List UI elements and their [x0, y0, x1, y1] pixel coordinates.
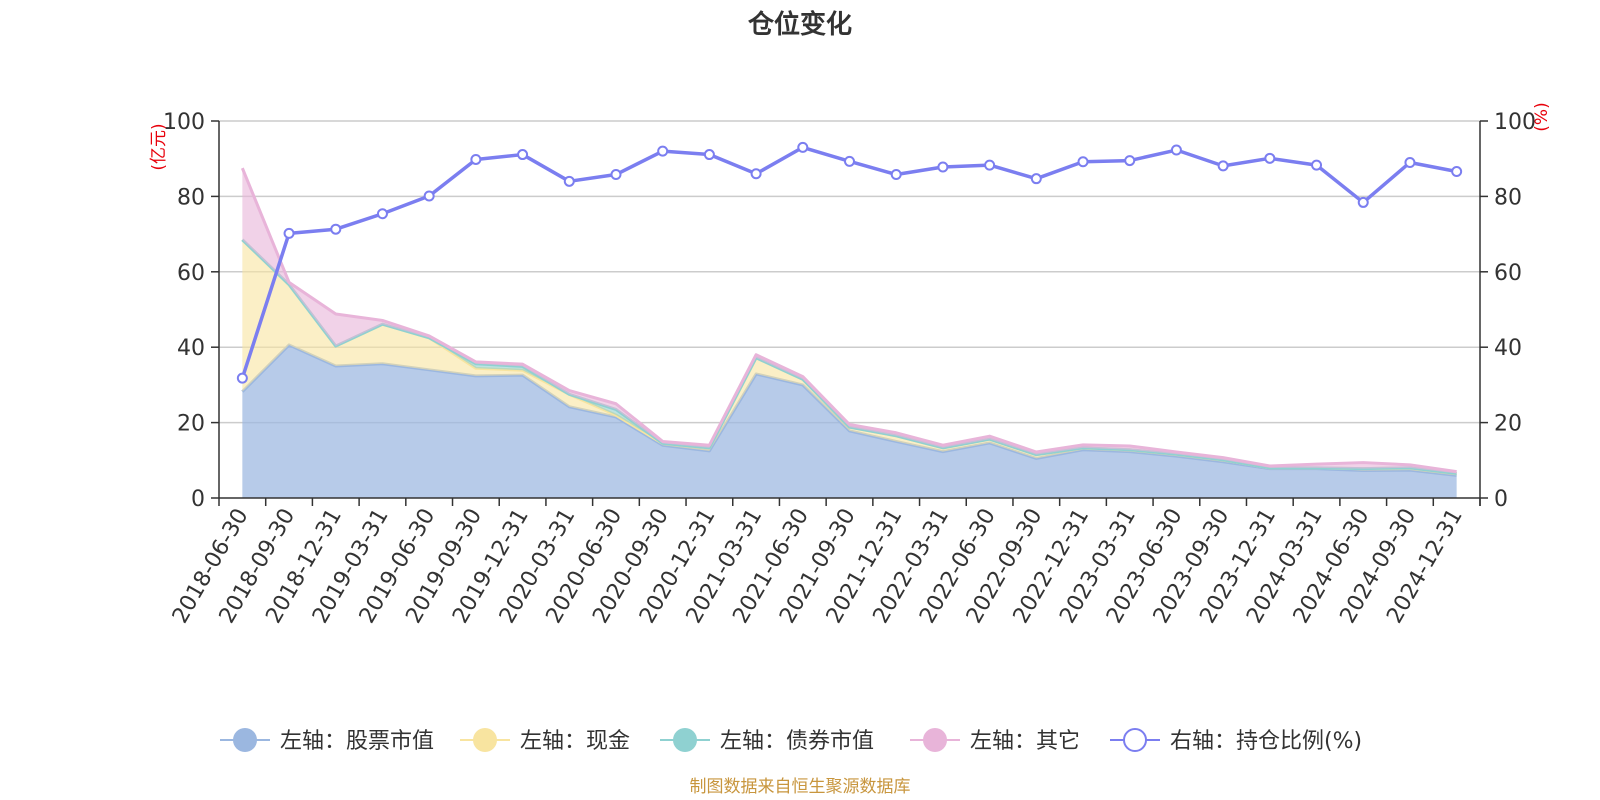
- left-axis-tick-label: 20: [177, 412, 205, 437]
- legend-marker-icon: [233, 728, 257, 752]
- right-axis-tick-label: 100: [1494, 110, 1536, 135]
- holding-ratio-point: [1404, 156, 1416, 168]
- right-axis-tick-label: 40: [1494, 336, 1522, 361]
- holding-ratio-point: [1170, 144, 1182, 156]
- holding-ratio-point: [1217, 160, 1229, 172]
- legend-item-2: 左轴：债券市值: [660, 728, 874, 754]
- left-axis-tick-label: 0: [191, 487, 205, 512]
- holding-ratio-point: [330, 223, 342, 235]
- holding-ratio-point: [376, 208, 388, 220]
- left-axis-tick-label: 80: [177, 185, 205, 210]
- holding-ratio-point: [1311, 159, 1323, 171]
- holding-ratio-point: [563, 175, 575, 187]
- legend-item-0: 左轴：股票市值: [220, 728, 434, 754]
- legend-label: 右轴：持仓比例(%): [1170, 729, 1362, 754]
- legend-label: 左轴：其它: [970, 729, 1080, 754]
- left-axis-tick-label: 100: [163, 110, 205, 135]
- legend-marker-icon: [473, 728, 497, 752]
- holding-ratio-point: [283, 227, 295, 239]
- area-line-3: [240, 167, 1457, 474]
- holding-ratio-point: [844, 155, 855, 167]
- holding-ratio-point: [610, 169, 622, 181]
- holding-ratio-point: [517, 149, 529, 161]
- legend-item-3: 左轴：其它: [910, 728, 1080, 754]
- holding-ratio-point: [470, 153, 482, 165]
- left-axis-tick-label: 60: [177, 261, 205, 286]
- holding-ratio-point: [797, 141, 809, 153]
- holding-ratio-point: [703, 149, 715, 161]
- right-axis-tick-label: 80: [1494, 185, 1522, 210]
- holding-ratio-point: [1077, 156, 1089, 168]
- holding-ratio-point: [1030, 173, 1042, 185]
- right-axis-tick-label: 20: [1494, 412, 1522, 437]
- holding-ratio-point: [890, 169, 902, 181]
- holding-ratio-point: [1451, 166, 1463, 178]
- holding-ratio-point: [750, 168, 762, 180]
- legend-marker-icon: [673, 728, 697, 752]
- legend-label: 左轴：股票市值: [280, 729, 434, 754]
- holding-ratio-point: [657, 145, 669, 157]
- holding-ratio-point: [1124, 155, 1136, 167]
- legend-label: 左轴：现金: [520, 729, 630, 754]
- holding-ratio-point: [937, 161, 949, 173]
- legend-item-4: 右轴：持仓比例(%): [1110, 728, 1362, 754]
- holding-ratio-point: [1264, 152, 1276, 164]
- legend-label: 左轴：债券市值: [720, 729, 874, 754]
- left-axis-unit: (亿元): [149, 123, 169, 170]
- right-axis-unit: (%): [1532, 102, 1552, 131]
- right-axis-tick-label: 0: [1494, 487, 1508, 512]
- holding-ratio-point: [423, 190, 435, 202]
- legend-marker-icon: [1123, 728, 1147, 752]
- right-axis-tick-label: 60: [1494, 261, 1522, 286]
- data-source-note: 制图数据来自恒生聚源数据库: [690, 777, 911, 797]
- holding-ratio-point: [984, 159, 996, 171]
- legend-item-1: 左轴：现金: [460, 728, 630, 754]
- holding-ratio-point: [1357, 196, 1369, 208]
- holding-ratio-point: [236, 372, 248, 384]
- area-0: [242, 344, 1457, 498]
- chart-title: 仓位变化: [747, 9, 852, 40]
- left-axis-tick-label: 40: [177, 336, 205, 361]
- legend-marker-icon: [923, 728, 947, 752]
